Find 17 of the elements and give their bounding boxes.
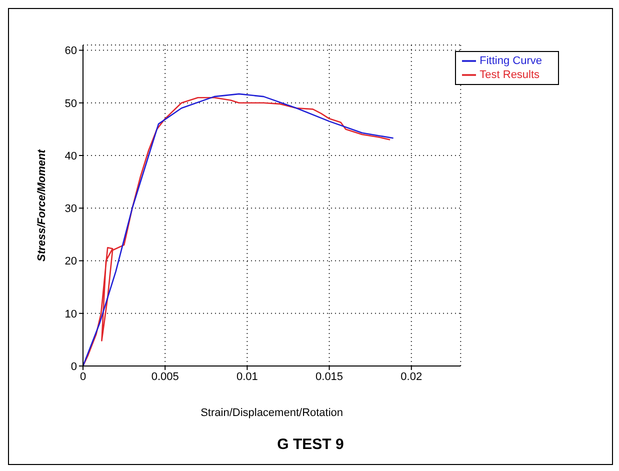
y-tick-label: 30	[64, 203, 77, 216]
legend-label: Test Results	[480, 68, 540, 81]
y-tick-label: 20	[64, 256, 77, 268]
x-tick-label: 0.015	[316, 370, 344, 383]
x-axis-title: Strain/Displacement/Rotation	[200, 406, 344, 419]
x-tick-label: 0.02	[400, 370, 422, 383]
legend-label: Fitting Curve	[480, 54, 542, 67]
y-tick-label: 40	[64, 150, 77, 162]
y-axis-title: Stress/Force/Moment	[36, 148, 48, 262]
y-tick-label: 50	[64, 98, 77, 110]
x-tick-label: 0	[80, 370, 86, 383]
y-tick-label: 10	[64, 308, 77, 320]
x-tick-label: 0.005	[151, 370, 179, 383]
y-tick-label: 60	[64, 45, 77, 58]
text: G TEST 9	[276, 436, 345, 453]
y-tick-label: 0	[70, 360, 77, 373]
x-tick-label: 0.01	[236, 370, 258, 383]
